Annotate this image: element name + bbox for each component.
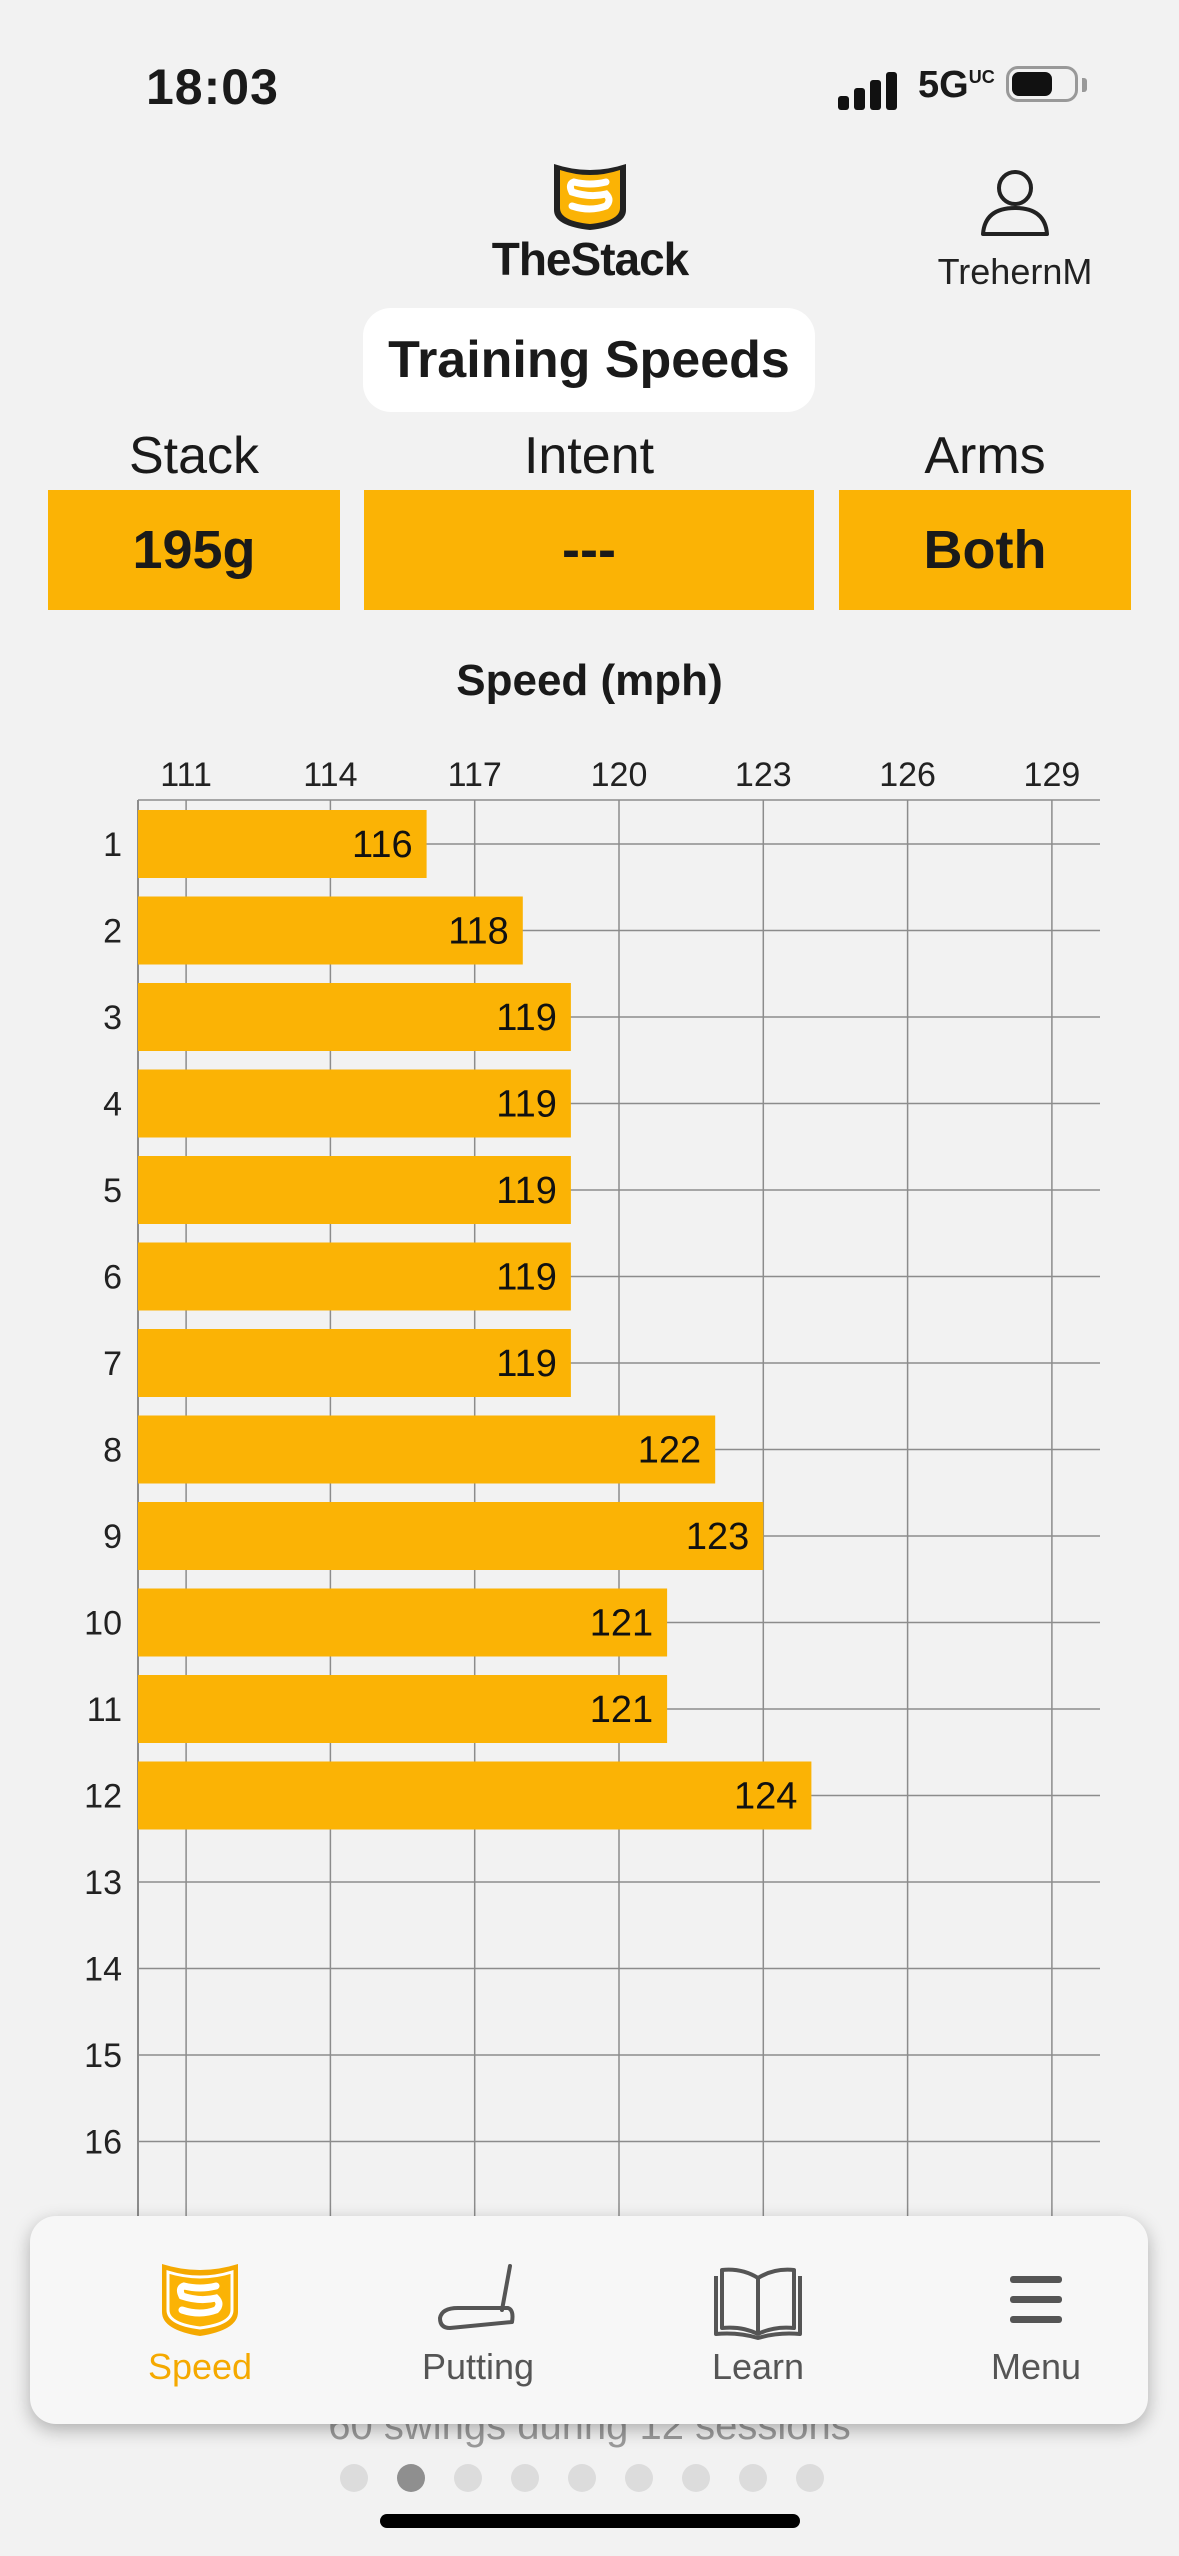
page-dot[interactable] [397, 2464, 425, 2492]
status-time: 18:03 [146, 59, 279, 115]
stack-label: Stack [128, 427, 260, 485]
bar-value-label: 123 [686, 1516, 749, 1558]
y-tick-label: 7 [103, 1345, 122, 1383]
y-tick-label: 10 [84, 1605, 122, 1643]
speed-chart: 111 114 117 120 123 126 1291234567891011121314… [84, 756, 1100, 2220]
bar [138, 1415, 716, 1484]
tab-menu-label: Menu [990, 2346, 1082, 2387]
book-icon [714, 2267, 802, 2340]
battery-icon [1006, 66, 1078, 102]
intent-selector[interactable]: --- [364, 490, 814, 610]
y-tick-label: 14 [84, 1951, 122, 1989]
stack-selector[interactable]: 195g [48, 490, 340, 610]
bar-value-label: 119 [496, 1084, 557, 1126]
tab-learn[interactable]: Learn [638, 2216, 878, 2424]
page-dot[interactable] [739, 2464, 767, 2492]
x-tick-label: 120 [591, 756, 648, 794]
arms-selector[interactable]: Both [839, 490, 1131, 610]
y-tick-label: 15 [84, 2037, 122, 2075]
y-tick-label: 13 [84, 1864, 122, 1902]
bar-value-label: 121 [590, 1603, 653, 1645]
tab-putting-label: Putting [421, 2346, 535, 2387]
tab-putting[interactable]: Putting [358, 2216, 598, 2424]
stack-logo-icon [162, 2264, 238, 2336]
arms-label: Arms [924, 427, 1046, 485]
stack-logo-icon [554, 164, 626, 230]
bar [138, 1502, 764, 1570]
user-icon [981, 170, 1049, 236]
y-tick-label: 16 [84, 2124, 122, 2162]
bar [138, 1761, 812, 1830]
bar [138, 1588, 668, 1657]
x-tick-label: 111 [160, 756, 212, 794]
bar-value-label: 124 [734, 1776, 797, 1818]
x-tick-label: 117 [448, 756, 502, 794]
bar [138, 810, 427, 878]
y-tick-label: 9 [103, 1518, 122, 1556]
x-tick-label: 123 [735, 756, 792, 794]
x-tick-label: 126 [879, 756, 936, 794]
y-tick-label: 2 [103, 913, 122, 951]
bar [138, 1156, 571, 1224]
page-dot[interactable] [625, 2464, 653, 2492]
page-title[interactable]: Training Speeds [363, 308, 815, 412]
logo-text: TheStack [491, 233, 690, 285]
bar-value-label: 119 [496, 1257, 557, 1299]
profile-button[interactable]: TrehernM [920, 166, 1110, 293]
page-dot[interactable] [340, 2464, 368, 2492]
bar [138, 1675, 668, 1743]
user-name: TrehernM [937, 251, 1093, 292]
tab-bar: Speed Putting Learn Menu [30, 2216, 1148, 2424]
y-tick-label: 4 [103, 1086, 122, 1124]
app-logo: TheStack [470, 158, 710, 288]
page-dot[interactable] [511, 2464, 539, 2492]
tab-learn-label: Learn [711, 2346, 805, 2387]
y-tick-label: 3 [103, 999, 122, 1037]
y-tick-label: 8 [103, 1432, 122, 1470]
chart-title: Speed (mph) [456, 656, 723, 705]
bar [138, 983, 571, 1051]
x-tick-label: 129 [1024, 756, 1081, 794]
bar [138, 896, 523, 965]
y-tick-label: 12 [84, 1778, 122, 1816]
y-tick-label: 1 [103, 826, 122, 864]
page-dot[interactable] [454, 2464, 482, 2492]
putter-icon [438, 2264, 515, 2330]
bar [138, 1069, 571, 1138]
page-dot[interactable] [796, 2464, 824, 2492]
bar-value-label: 119 [496, 1343, 557, 1385]
bar [138, 1242, 571, 1311]
network-label: 5GUC [918, 64, 995, 106]
bar-value-label: 121 [590, 1689, 653, 1731]
bar-value-label: 119 [496, 997, 557, 1039]
bar [138, 1329, 571, 1397]
tab-speed[interactable]: Speed [80, 2216, 320, 2424]
y-tick-label: 5 [103, 1172, 122, 1210]
bar-value-label: 116 [352, 824, 413, 866]
intent-label: Intent [523, 427, 655, 485]
menu-icon [1010, 2276, 1062, 2323]
x-tick-label: 114 [303, 756, 357, 794]
y-tick-label: 11 [87, 1691, 122, 1729]
tab-menu[interactable]: Menu [916, 2216, 1156, 2424]
page-dot[interactable] [568, 2464, 596, 2492]
bar-value-label: 122 [638, 1430, 701, 1472]
bar-value-label: 119 [496, 1170, 557, 1212]
tab-speed-label: Speed [147, 2346, 253, 2387]
bar-value-label: 118 [448, 911, 509, 953]
status-indicators: 5GUC [838, 64, 1088, 110]
y-tick-label: 6 [103, 1259, 122, 1297]
page-dot[interactable] [682, 2464, 710, 2492]
home-indicator[interactable] [380, 2514, 800, 2528]
